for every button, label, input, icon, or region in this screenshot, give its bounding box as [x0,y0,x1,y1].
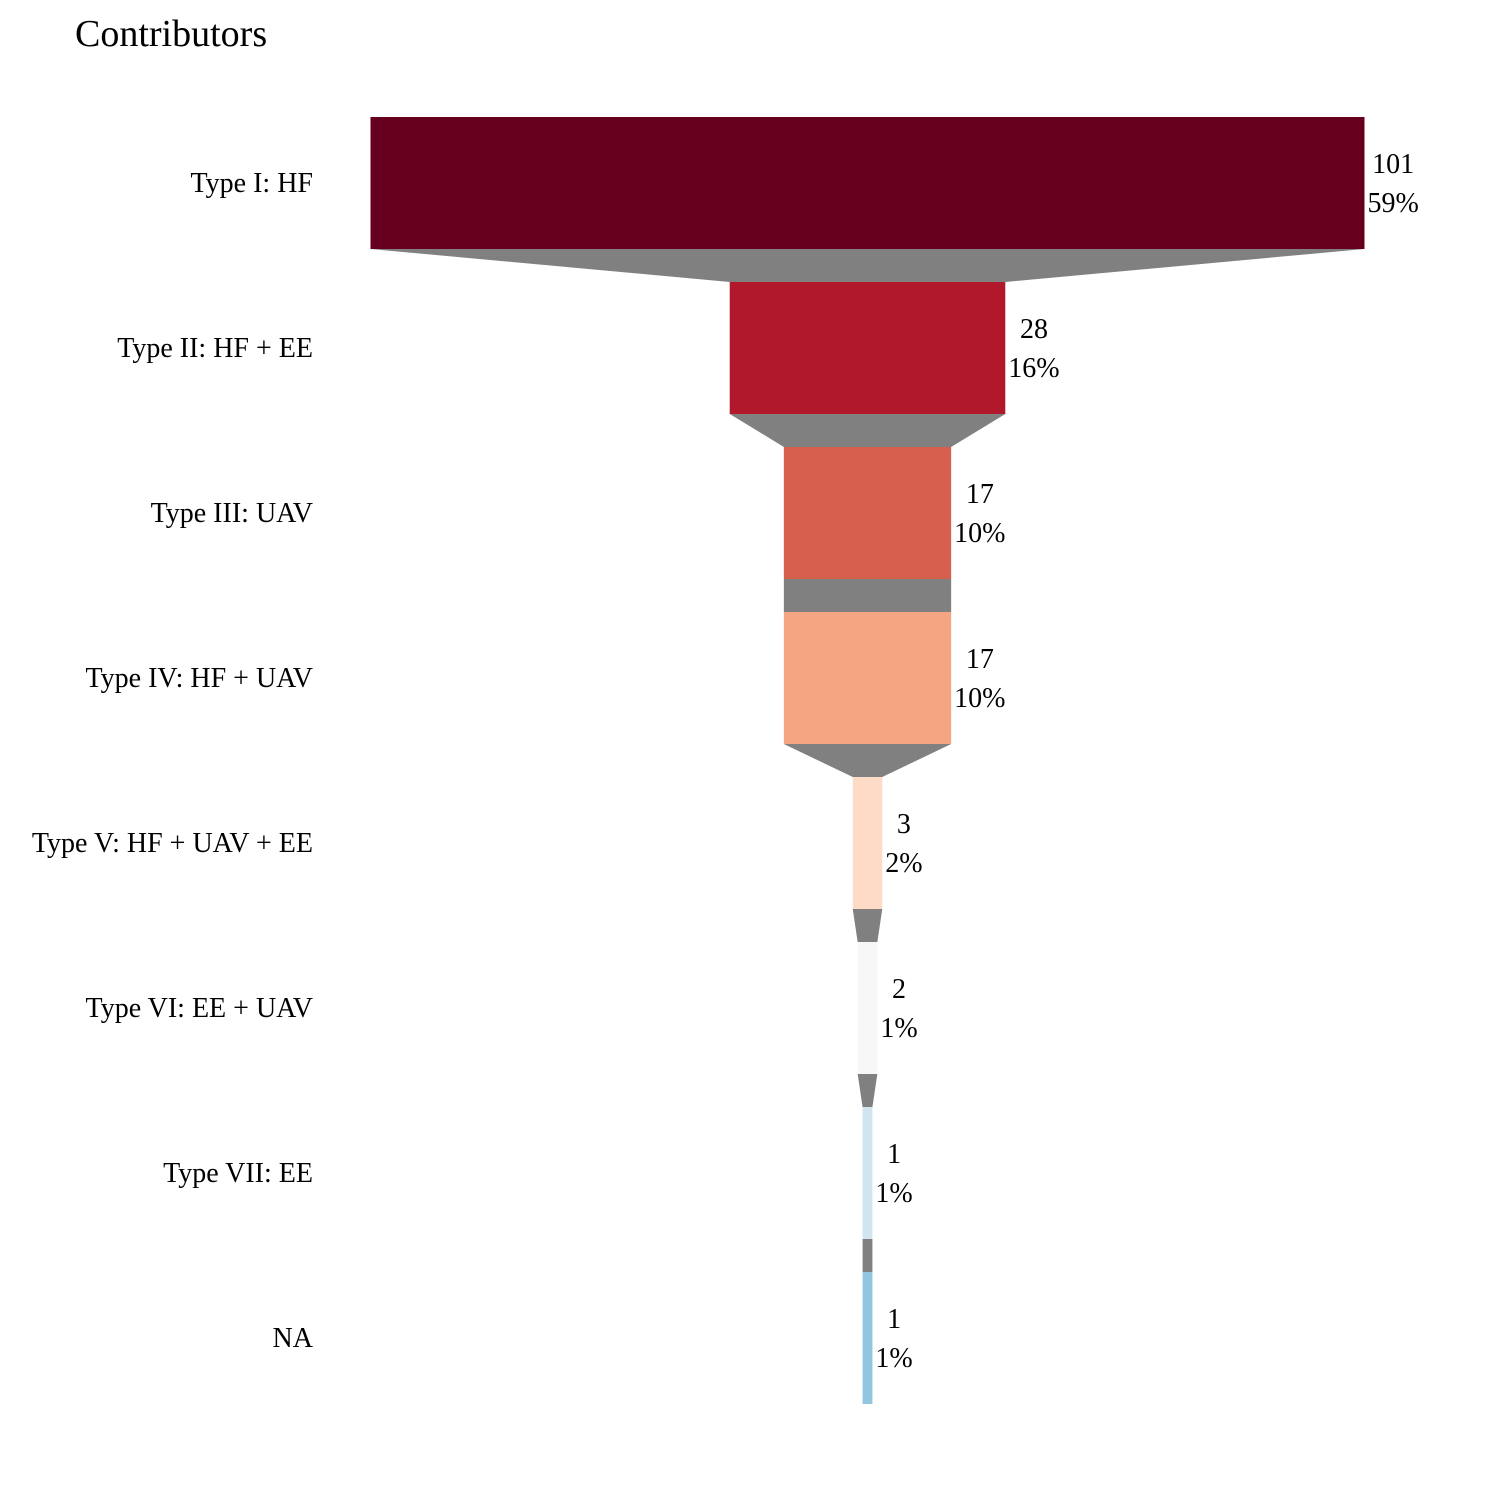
value-label-3: 17 [966,479,994,510]
percent-label-6: 1% [880,1013,917,1044]
funnel-connector-7 [862,1239,873,1272]
funnel-bar-4 [783,612,952,744]
value-label-7: 1 [887,1139,901,1170]
category-label-2: Type II: HF + EE [117,333,313,364]
funnel-bar-3 [783,447,952,579]
value-label-1: 101 [1372,149,1414,180]
percent-label-8: 1% [875,1343,912,1374]
category-label-5: Type V: HF + UAV + EE [32,828,313,859]
percent-label-2: 16% [1008,353,1059,384]
funnel-bar-2 [729,282,1006,414]
percent-label-4: 10% [954,683,1005,714]
funnel-bar-7 [862,1107,873,1239]
funnel-bar-8 [862,1272,873,1404]
funnel-bar-6 [857,942,878,1074]
category-label-7: Type VII: EE [163,1158,313,1189]
category-label-3: Type III: UAV [151,498,313,529]
value-labels: 101 59% 28 16% 17 10% 17 10% 3 2% 2 1% 1 1% 1 1% [875,149,1418,1374]
category-label-8: NA [273,1323,314,1354]
funnel-connector-3 [783,579,952,612]
connectors [370,249,1365,1272]
value-label-2: 28 [1020,314,1048,345]
category-labels: Type I: HF Type II: HF + EE Type III: UAV T… [32,168,314,1354]
category-label-1: Type I: HF [191,168,313,199]
funnel-bar-1 [370,117,1365,249]
category-label-4: Type IV: HF + UAV [86,663,313,694]
funnel-connector-5 [852,909,883,942]
percent-label-5: 2% [885,848,922,879]
funnel-connector-4 [783,744,952,777]
value-label-4: 17 [966,644,994,675]
category-label-6: Type VI: EE + UAV [86,993,313,1024]
value-label-8: 1 [887,1304,901,1335]
funnel-connector-1 [370,249,1365,282]
value-label-5: 3 [897,809,911,840]
bars [370,117,1365,1404]
percent-label-7: 1% [875,1178,912,1209]
funnel-connector-2 [729,414,1006,447]
percent-label-1: 59% [1368,188,1419,219]
value-label-6: 2 [892,974,906,1005]
chart-title: Contributors [75,13,268,55]
funnel-bar-5 [852,777,883,909]
percent-label-3: 10% [954,518,1005,549]
funnel-connector-6 [857,1074,878,1107]
